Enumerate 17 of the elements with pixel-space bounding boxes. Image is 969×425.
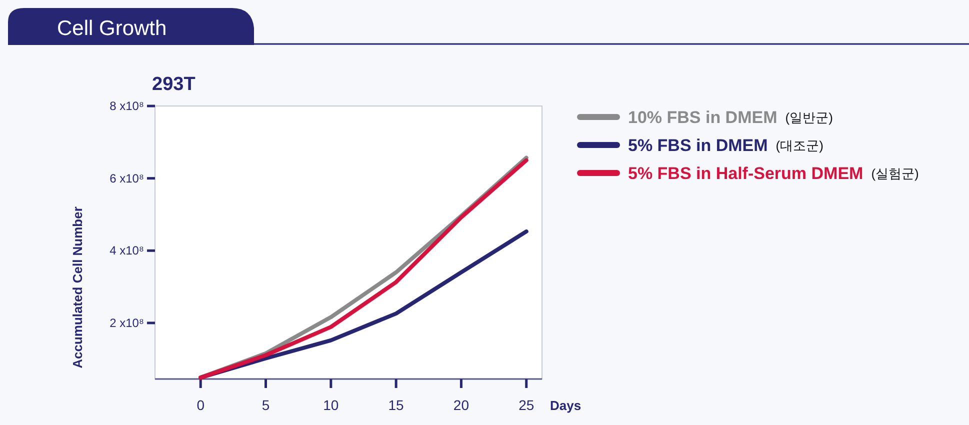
chart-subtitle: 293T	[152, 74, 196, 95]
chart-title: Cell Growth	[57, 17, 167, 40]
x-tick-label: 25	[518, 397, 534, 413]
x-axis-title: Days	[550, 398, 582, 413]
y-tick-label: 2 x10⁸	[110, 316, 144, 330]
y-tick-label: 6 x10⁸	[110, 171, 144, 186]
legend-label: 5% FBS in DMEM (대조군)	[628, 136, 824, 155]
x-tick-label: 15	[388, 397, 404, 413]
x-tick-label: 10	[323, 397, 339, 413]
legend-label: 5% FBS in Half-Serum DMEM (실험군)	[628, 164, 919, 183]
y-axis-title: Accumulated Cell Number	[70, 206, 85, 368]
x-tick-label: 0	[196, 397, 205, 413]
x-tick-label: 20	[453, 397, 470, 413]
y-tick-label: 4 x10⁸	[110, 244, 144, 258]
x-tick-label: 5	[262, 397, 270, 413]
legend-label: 10% FBS in DMEM (일반군)	[628, 108, 833, 127]
y-tick-label: 8 x10⁸	[110, 99, 144, 113]
